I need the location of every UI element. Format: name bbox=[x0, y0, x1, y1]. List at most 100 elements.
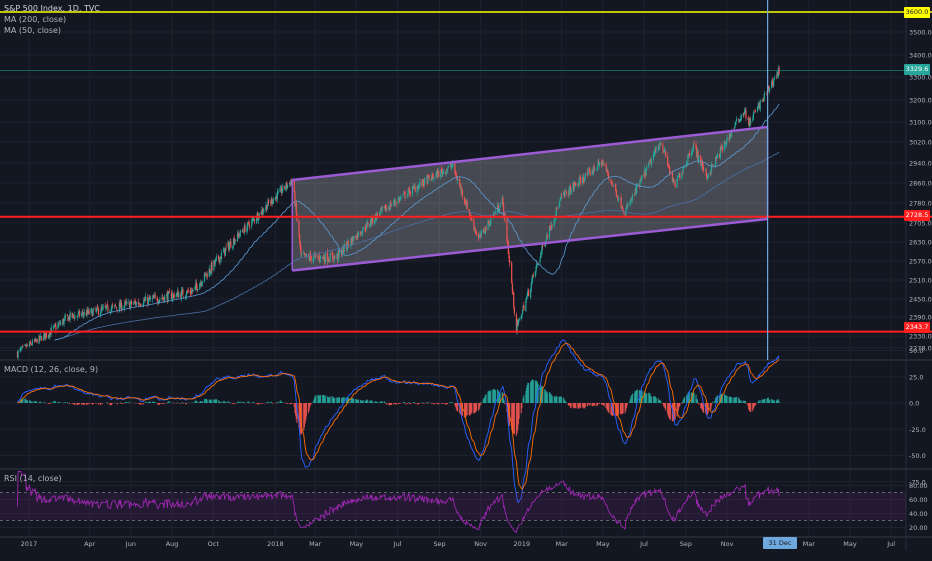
macd-histogram-bar bbox=[391, 403, 392, 405]
time-tick-label: Aug bbox=[166, 540, 179, 548]
time-tick-label: Nov bbox=[474, 540, 487, 548]
candle-body bbox=[659, 147, 660, 149]
time-tick-label: Mar bbox=[803, 540, 816, 548]
candle-body bbox=[218, 256, 219, 260]
candle-body bbox=[424, 178, 425, 185]
time-tick-label: 2018 bbox=[267, 540, 284, 548]
macd-histogram-bar bbox=[367, 400, 368, 403]
price-tick-label: 3020.0 bbox=[909, 139, 932, 147]
candle-body bbox=[726, 137, 727, 140]
candle-body bbox=[735, 122, 736, 124]
candle-body bbox=[325, 253, 326, 262]
candle-body bbox=[174, 295, 175, 299]
macd-histogram-bar bbox=[334, 398, 335, 403]
macd-histogram-bar bbox=[646, 393, 647, 403]
macd-tick-label: 50.0 bbox=[909, 347, 923, 355]
candle-body bbox=[509, 260, 510, 264]
macd-histogram-bar bbox=[353, 398, 354, 403]
candle-body bbox=[315, 254, 316, 255]
candle-body bbox=[410, 193, 411, 194]
macd-histogram-bar bbox=[414, 402, 415, 403]
candle-body bbox=[230, 241, 231, 247]
candle-body bbox=[27, 345, 28, 346]
candle-body bbox=[579, 178, 580, 184]
macd-histogram-bar bbox=[248, 402, 249, 403]
macd-histogram-bar bbox=[627, 403, 628, 405]
macd-legend[interactable]: MACD (12, 26, close, 9) bbox=[4, 365, 98, 374]
macd-histogram-bar bbox=[74, 403, 75, 405]
candle-body bbox=[703, 167, 704, 170]
candle-body bbox=[656, 149, 657, 150]
candle-body bbox=[589, 170, 590, 176]
candle-body bbox=[717, 155, 718, 157]
candle-body bbox=[559, 201, 560, 207]
time-tick-label: Mar bbox=[556, 540, 569, 548]
macd-histogram-bar bbox=[225, 402, 226, 403]
candle-body bbox=[277, 191, 278, 193]
macd-histogram-bar bbox=[292, 403, 293, 404]
candle-body bbox=[55, 326, 56, 330]
macd-histogram-bar bbox=[84, 403, 85, 405]
candle-body bbox=[169, 291, 170, 293]
candle-body bbox=[485, 227, 486, 230]
candle-body bbox=[182, 289, 183, 295]
candle-body bbox=[150, 298, 151, 300]
rsi-legend[interactable]: RSI (14, close) bbox=[4, 474, 62, 483]
time-tick-label: 2017 bbox=[21, 540, 38, 548]
candle-body bbox=[225, 247, 226, 248]
candle-body bbox=[467, 201, 468, 209]
ma200-legend[interactable]: MA (200, close) bbox=[4, 15, 66, 24]
macd-histogram-bar bbox=[533, 380, 534, 403]
candle-body bbox=[334, 257, 335, 258]
candle-body bbox=[244, 226, 245, 233]
candle-body bbox=[760, 100, 761, 110]
candle-body bbox=[329, 253, 330, 262]
macd-histogram-bar bbox=[427, 403, 428, 404]
candle-body bbox=[608, 173, 609, 176]
ma50-legend[interactable]: MA (50, close) bbox=[4, 26, 61, 35]
time-tick-label: May bbox=[350, 540, 364, 548]
macd-histogram-bar bbox=[124, 403, 125, 404]
time-tick-label: Jul bbox=[639, 540, 648, 548]
candle-body bbox=[74, 315, 75, 319]
candle-body bbox=[433, 178, 434, 179]
candle-body bbox=[443, 171, 444, 172]
macd-histogram-bar bbox=[681, 403, 682, 404]
time-tick-label: Jul bbox=[886, 540, 895, 548]
candle-body bbox=[448, 166, 449, 168]
macd-histogram-bar bbox=[618, 403, 619, 415]
macd-histogram-bar bbox=[443, 403, 444, 404]
macd-histogram-bar bbox=[67, 402, 68, 403]
candle-body bbox=[396, 203, 397, 204]
candle-body bbox=[18, 351, 19, 358]
macd-histogram-bar bbox=[177, 402, 178, 403]
candle-body bbox=[429, 176, 430, 178]
macd-histogram-bar bbox=[259, 403, 260, 404]
candle-body bbox=[67, 314, 68, 316]
macd-histogram-bar bbox=[180, 403, 181, 404]
macd-histogram-bar bbox=[329, 396, 330, 403]
symbol-title[interactable]: S&P 500 Index, 1D, TVC bbox=[4, 4, 100, 13]
macd-histogram-bar bbox=[268, 402, 269, 403]
candle-body bbox=[521, 315, 522, 318]
macd-histogram-bar bbox=[396, 403, 397, 405]
candle-body bbox=[613, 185, 614, 186]
macd-histogram-bar bbox=[244, 402, 245, 403]
candle-body bbox=[84, 312, 85, 314]
candle-body bbox=[296, 203, 297, 213]
macd-histogram-bar bbox=[315, 395, 316, 403]
candle-body bbox=[476, 233, 477, 235]
rsi-tick-label: 60.00 bbox=[909, 496, 928, 504]
macd-histogram-bar bbox=[232, 403, 233, 404]
candle-body bbox=[561, 196, 562, 197]
candle-body bbox=[566, 191, 567, 193]
candle-body bbox=[73, 315, 74, 316]
macd-histogram-bar bbox=[422, 402, 423, 403]
macd-histogram-bar bbox=[514, 403, 515, 434]
macd-histogram-bar bbox=[698, 403, 699, 404]
macd-histogram-bar bbox=[528, 383, 529, 403]
candle-body bbox=[353, 236, 354, 240]
price-tick-label: 2450.0 bbox=[909, 296, 932, 304]
macd-histogram-bar bbox=[476, 403, 477, 411]
